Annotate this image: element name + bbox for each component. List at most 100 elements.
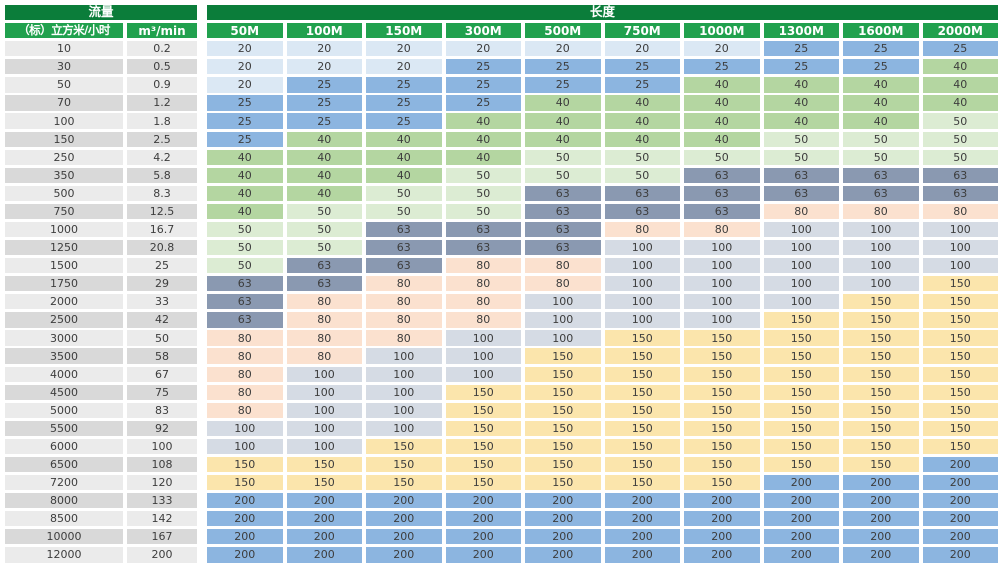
- flow-cell: 350: [5, 167, 123, 183]
- value-cell: 150: [843, 438, 919, 455]
- value-cell: 80: [525, 258, 601, 274]
- flow-cell: 2500: [5, 312, 123, 328]
- value-cell: 150: [604, 420, 680, 436]
- column-header-flow-std: （标）立方米/小时: [5, 23, 123, 39]
- value-cell: 40: [684, 131, 760, 147]
- value-cell: 100: [843, 258, 919, 274]
- value-cell: 200: [207, 547, 283, 563]
- value-cell: 80: [604, 221, 680, 238]
- flow-min-cell: 58: [127, 348, 197, 364]
- flow-min-cell: 133: [127, 493, 197, 509]
- value-cell: 200: [843, 511, 919, 527]
- value-cell: 25: [207, 113, 283, 129]
- value-cell: 25: [286, 113, 362, 129]
- value-cell: 20: [684, 41, 760, 57]
- value-cell: 80: [525, 276, 601, 292]
- value-cell: 200: [922, 529, 998, 545]
- value-cell: 200: [286, 493, 362, 509]
- value-cell: 150: [286, 456, 362, 473]
- value-cell: 150: [366, 475, 442, 491]
- value-cell: 25: [922, 41, 998, 57]
- value-cell: 200: [843, 493, 919, 509]
- value-cell: 150: [445, 420, 521, 436]
- flow-min-cell: 50: [127, 330, 197, 346]
- value-cell: 50: [445, 185, 521, 201]
- column-header-length-300m: 300M: [445, 23, 521, 39]
- value-cell: 150: [843, 420, 919, 436]
- flow-min-cell: 1.8: [127, 113, 197, 129]
- value-cell: 150: [525, 475, 601, 491]
- value-cell: 100: [445, 330, 521, 346]
- value-cell: 200: [207, 529, 283, 545]
- value-cell: 100: [763, 221, 839, 238]
- value-cell: 200: [525, 529, 601, 545]
- flow-min-cell: 8.3: [127, 185, 197, 201]
- value-cell: 150: [763, 384, 839, 400]
- value-cell: 100: [922, 258, 998, 274]
- flow-min-cell: 25: [127, 258, 197, 274]
- value-cell: 80: [207, 384, 283, 400]
- value-cell: 150: [843, 456, 919, 473]
- flow-cell: 5500: [5, 420, 123, 436]
- flow-min-cell: 5.8: [127, 167, 197, 183]
- value-cell: 63: [366, 240, 442, 256]
- value-cell: 100: [684, 312, 760, 328]
- flow-min-cell: 20.8: [127, 240, 197, 256]
- value-cell: 150: [445, 475, 521, 491]
- flow-cell: 1500: [5, 258, 123, 274]
- value-cell: 40: [684, 113, 760, 129]
- flow-min-cell: 200: [127, 547, 197, 563]
- value-cell: 150: [922, 420, 998, 436]
- value-cell: 150: [525, 438, 601, 455]
- flow-min-cell: 100: [127, 438, 197, 455]
- flow-cell: 250: [5, 149, 123, 165]
- value-cell: 80: [286, 330, 362, 346]
- value-cell: 63: [207, 276, 283, 292]
- value-cell: 50: [843, 131, 919, 147]
- value-cell: 150: [684, 456, 760, 473]
- value-cell: 200: [922, 547, 998, 563]
- value-cell: 63: [843, 185, 919, 201]
- column-header-length-100m: 100M: [286, 23, 362, 39]
- value-cell: 50: [445, 167, 521, 183]
- value-cell: 200: [763, 475, 839, 491]
- flow-min-cell: 33: [127, 294, 197, 310]
- flow-cell: 1250: [5, 240, 123, 256]
- value-cell: 150: [922, 294, 998, 310]
- value-cell: 63: [207, 294, 283, 310]
- flow-min-cell: 0.9: [127, 77, 197, 93]
- flow-min-cell: 2.5: [127, 131, 197, 147]
- value-cell: 40: [843, 95, 919, 111]
- value-cell: 150: [922, 402, 998, 418]
- value-cell: 40: [286, 167, 362, 183]
- value-cell: 200: [604, 493, 680, 509]
- flow-cell: 4500: [5, 384, 123, 400]
- group-header-flow: 流量: [5, 5, 197, 21]
- value-cell: 63: [286, 276, 362, 292]
- value-cell: 50: [763, 131, 839, 147]
- value-cell: 150: [922, 384, 998, 400]
- value-cell: 100: [684, 240, 760, 256]
- value-cell: 100: [684, 258, 760, 274]
- value-cell: 100: [207, 438, 283, 455]
- column-header-flow-min: m³/min: [127, 23, 197, 39]
- value-cell: 20: [286, 41, 362, 57]
- value-cell: 200: [525, 493, 601, 509]
- value-cell: 50: [922, 149, 998, 165]
- value-cell: 150: [684, 420, 760, 436]
- value-cell: 200: [763, 511, 839, 527]
- value-cell: 40: [763, 77, 839, 93]
- value-cell: 80: [207, 330, 283, 346]
- value-cell: 63: [604, 185, 680, 201]
- value-cell: 100: [684, 294, 760, 310]
- flow-cell: 100: [5, 113, 123, 129]
- value-cell: 25: [843, 59, 919, 75]
- value-cell: 63: [445, 240, 521, 256]
- value-cell: 40: [286, 131, 362, 147]
- value-cell: 20: [604, 41, 680, 57]
- value-cell: 150: [604, 456, 680, 473]
- value-cell: 20: [286, 59, 362, 75]
- value-cell: 80: [366, 330, 442, 346]
- value-cell: 200: [604, 547, 680, 563]
- value-cell: 100: [286, 438, 362, 455]
